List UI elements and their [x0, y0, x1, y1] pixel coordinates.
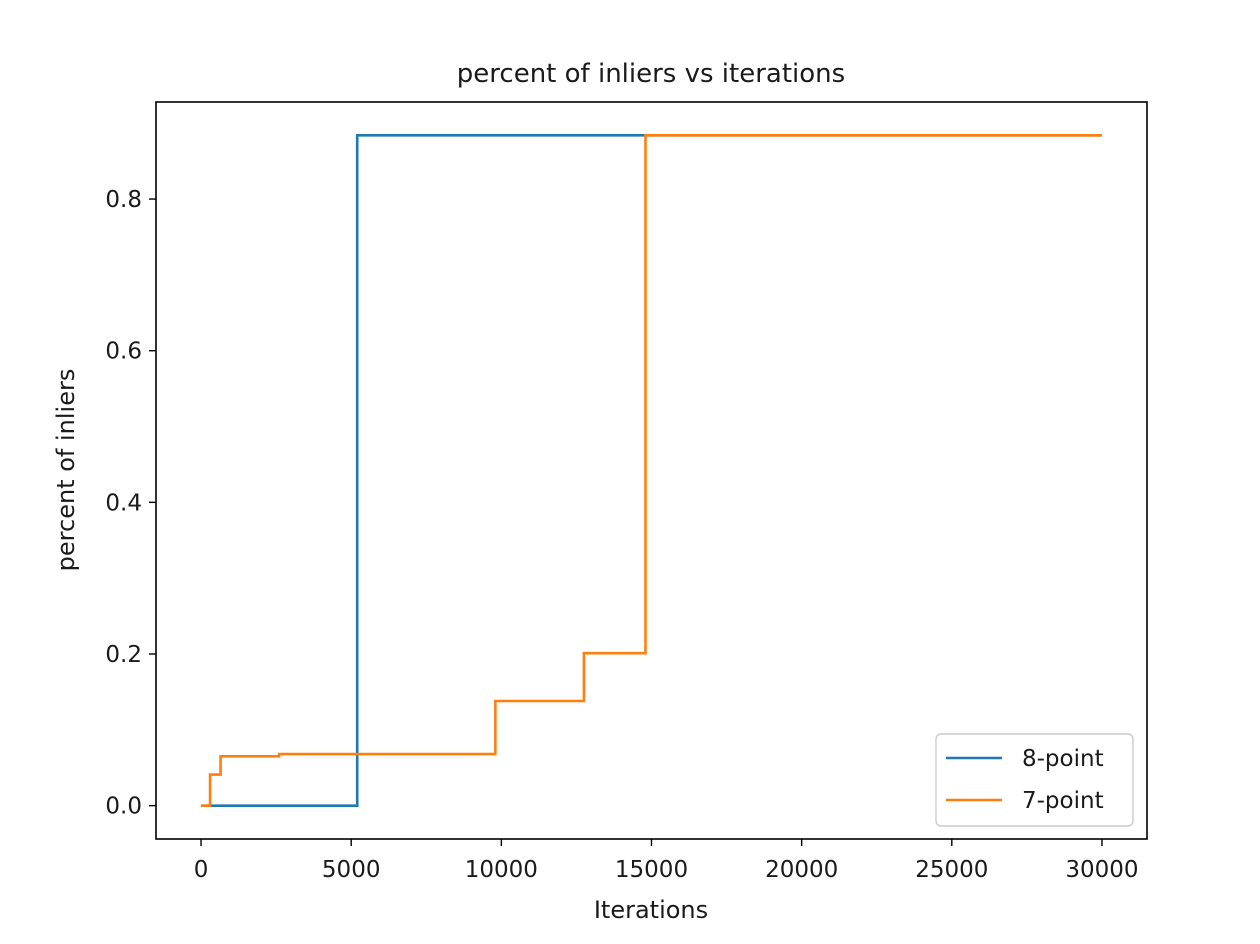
- x-tick-label: 10000: [465, 857, 538, 883]
- series-layer: [201, 134, 1102, 807]
- legend-label: 7-point: [1022, 788, 1104, 814]
- x-tick-label: 30000: [1065, 857, 1138, 883]
- plot-frame: [155, 101, 1148, 840]
- legend-label: 8-point: [1022, 746, 1104, 772]
- series-line-7-point: [201, 134, 1102, 807]
- legend: 8-point 7-point: [935, 733, 1134, 827]
- x-tick-label: 15000: [615, 857, 688, 883]
- y-tick-label: 0.8: [105, 187, 142, 213]
- ticks-layer: 0 5000 10000 15000 20000 25000 30000 0.0 0.2 0.4 0…: [105, 187, 1138, 883]
- x-tick-label: 5000: [322, 857, 381, 883]
- y-tick-label: 0.2: [105, 642, 142, 668]
- x-tick-label: 0: [194, 857, 209, 883]
- y-tick-label: 0.6: [105, 339, 142, 365]
- x-axis-label: Iterations: [594, 896, 708, 924]
- y-tick-label: 0.0: [105, 794, 142, 820]
- x-tick-label: 25000: [915, 857, 988, 883]
- chart-title: percent of inliers vs iterations: [457, 59, 845, 89]
- x-tick-label: 20000: [765, 857, 838, 883]
- y-tick-label: 0.4: [105, 490, 142, 516]
- y-axis-label: percent of inliers: [52, 369, 80, 572]
